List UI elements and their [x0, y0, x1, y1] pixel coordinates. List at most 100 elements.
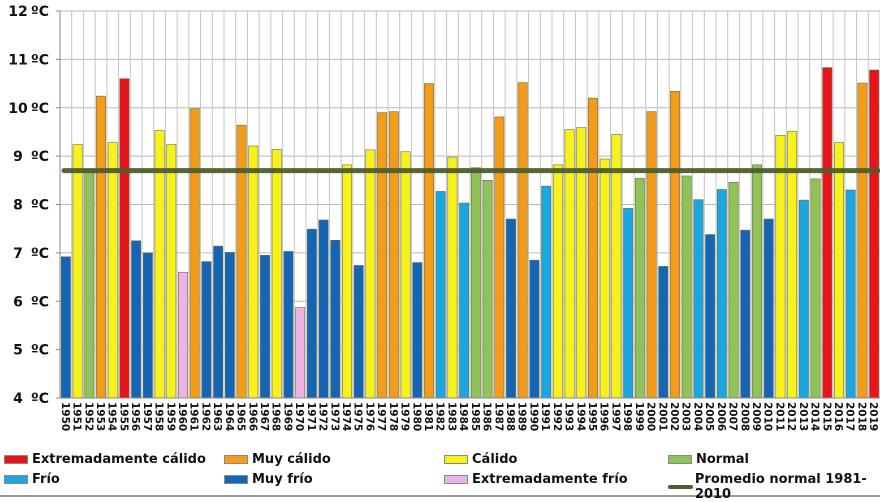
bars [60, 67, 880, 399]
bar-1954 [107, 142, 118, 399]
x-tick-label: 1986 [481, 402, 493, 431]
bar-1992 [552, 164, 563, 399]
x-tick-label: 1978 [387, 402, 399, 431]
x-tick-label: 1953 [94, 402, 106, 431]
x-tick-label: 1988 [504, 402, 516, 431]
bar-1999 [634, 178, 645, 399]
y-tick-unit: ºC [31, 294, 49, 310]
legend-swatch [224, 455, 248, 464]
bar-1982 [435, 191, 446, 399]
bar-1984 [459, 202, 470, 399]
bar-1950 [60, 256, 71, 399]
bar-2017 [845, 189, 856, 399]
x-tick-label: 1969 [281, 402, 293, 431]
bar-1991 [541, 185, 552, 399]
x-tick-label: 2014 [809, 402, 821, 431]
legend-swatch [224, 475, 248, 484]
x-tick-label: 1970 [293, 402, 305, 431]
bar-1959 [166, 144, 177, 399]
y-tick-unit: ºC [31, 198, 49, 214]
x-tick-label: 1951 [71, 402, 83, 431]
x-tick-label: 1968 [270, 402, 282, 431]
bar-2019 [869, 69, 880, 399]
x-tick-label: 1967 [258, 402, 270, 431]
bar-1962 [201, 261, 212, 399]
bar-1961 [189, 108, 200, 399]
x-tick-label: 1992 [551, 402, 563, 431]
legend-item-extremadamente-calido: Extremadamente cálido [4, 452, 206, 467]
bar-1971 [306, 228, 317, 399]
bar-1951 [72, 144, 83, 399]
bar-1972 [318, 219, 329, 399]
bar-2004 [693, 199, 704, 399]
legend-label: Extremadamente cálido [32, 452, 206, 467]
legend-swatch [668, 455, 692, 464]
x-tick-label: 1965 [235, 402, 247, 431]
bar-2016 [834, 142, 844, 399]
y-tick-label: 9 [13, 149, 23, 165]
x-tick-label: 1979 [399, 402, 411, 431]
bar-1983 [447, 156, 458, 399]
bar-2000 [646, 111, 657, 399]
x-tick-label: 1985 [469, 402, 481, 431]
x-tick-label: 1995 [586, 402, 598, 431]
legend-item-promedio-normal: Promedio normal 1981-2010 [668, 472, 880, 502]
bar-1966 [248, 145, 259, 399]
bar-2005 [705, 234, 716, 399]
bar-1960 [178, 271, 188, 399]
bar-1967 [260, 254, 270, 399]
x-tick-label: 2001 [656, 402, 668, 431]
x-tick-label: 1966 [246, 402, 258, 431]
bar-1977 [377, 112, 388, 399]
x-tick-label: 1981 [422, 402, 434, 431]
legend-swatch [444, 475, 468, 484]
x-tick-label: 1972 [317, 402, 329, 431]
x-tick-label: 1973 [328, 402, 340, 431]
x-tick-label: 1961 [188, 402, 200, 431]
x-tick-label: 1958 [153, 402, 165, 431]
x-tick-label: 2018 [855, 402, 867, 431]
bar-1990 [529, 259, 540, 399]
y-tick-unit: ºC [31, 149, 49, 165]
x-tick-label: 2010 [762, 402, 774, 431]
bar-1965 [236, 124, 247, 399]
x-tick-label: 1980 [410, 402, 422, 431]
x-tick-label: 1955 [117, 402, 129, 431]
bar-1969 [283, 251, 294, 399]
x-tick-label: 1997 [609, 402, 621, 431]
x-tick-label: 2011 [773, 402, 785, 431]
bar-1953 [96, 95, 106, 399]
x-tick-label: 2006 [715, 402, 727, 431]
x-tick-label: 1956 [129, 402, 141, 431]
legend-item-muy-calido: Muy cálido [224, 452, 331, 467]
legend-swatch [444, 455, 468, 464]
bar-1995 [588, 97, 598, 399]
x-tick-label: 1962 [199, 402, 211, 431]
y-tick-label: 6 [13, 294, 23, 310]
x-tick-label: 2000 [645, 402, 657, 431]
legend-swatch [4, 475, 28, 484]
y-tick-unit: ºC [31, 391, 49, 407]
bar-1975 [353, 265, 364, 399]
bar-1996 [599, 158, 610, 399]
x-tick-label: 2003 [680, 402, 692, 431]
x-tick-label: 2004 [691, 402, 703, 431]
x-tick-label: 1954 [106, 402, 118, 431]
x-tick-label: 1975 [352, 402, 364, 431]
y-tick-label: 12 [8, 4, 27, 20]
bar-1981 [424, 83, 434, 399]
x-tick-label: 2008 [738, 402, 750, 431]
x-tick-label: 1993 [563, 402, 575, 431]
legend-label: Normal [696, 452, 749, 467]
x-tick-label: 1989 [516, 402, 528, 431]
x-tick-label: 1959 [164, 402, 176, 431]
x-tick-label: 2017 [844, 402, 856, 431]
x-tick-label: 2005 [703, 402, 715, 431]
bar-1955 [119, 78, 130, 399]
y-tick-label: 5 [13, 343, 23, 359]
x-tick-label: 1984 [457, 402, 469, 431]
x-tick-label: 1996 [598, 402, 610, 431]
bar-2007 [728, 181, 739, 399]
